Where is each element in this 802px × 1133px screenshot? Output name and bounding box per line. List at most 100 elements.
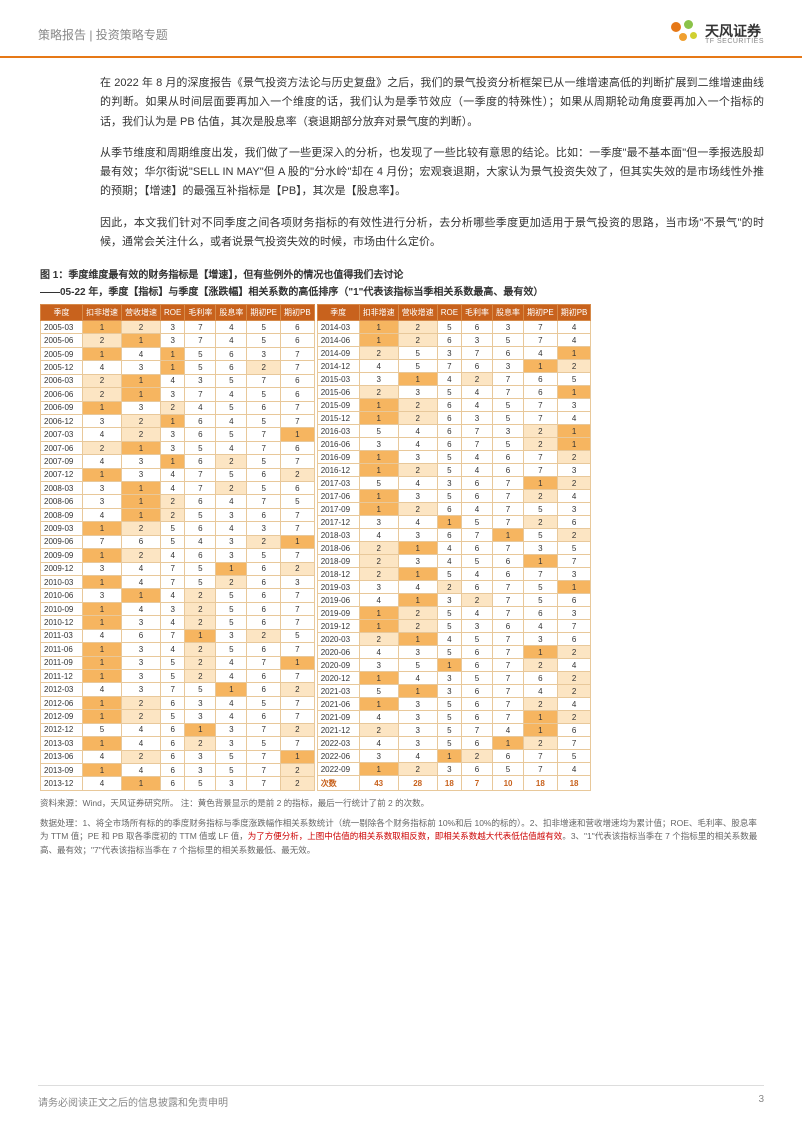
paragraph-1: 在 2022 年 8 月的深度报告《景气投资方法论与历史复盘》之后，我们的景气投… xyxy=(100,74,764,132)
table-row: 2009-031256437 xyxy=(41,522,315,535)
table-row: 2013-124165372 xyxy=(41,777,315,791)
table-row: 2019-064132756 xyxy=(317,594,591,607)
table-row: 2009-123475162 xyxy=(41,562,315,575)
table-row: 2013-064263571 xyxy=(41,750,315,763)
table-row: 2007-034236571 xyxy=(41,428,315,441)
table-row: 2013-031462357 xyxy=(41,737,315,750)
table-header: 毛利率 xyxy=(185,305,216,321)
table-row: 2015-033142765 xyxy=(317,373,591,386)
table-row: 2007-062135476 xyxy=(41,441,315,454)
table-row: 2020-093516724 xyxy=(317,659,591,672)
table-row: 2016-091354672 xyxy=(317,451,591,464)
table-row: 2008-094125367 xyxy=(41,508,315,521)
table-row: 2022-034356127 xyxy=(317,737,591,750)
count-row: 次数4328187101818 xyxy=(317,776,591,791)
figure-subtitle: ——05-22 年，季度【指标】与季度【涨跌幅】相关系数的高低排序（"1"代表该… xyxy=(40,283,764,298)
table-row: 2019-121253647 xyxy=(317,620,591,633)
table-header: 期初PE xyxy=(524,305,558,321)
table-row: 2016-063467521 xyxy=(317,438,591,451)
table-row: 2016-121254673 xyxy=(317,464,591,477)
table-row: 2006-091324567 xyxy=(41,401,315,414)
paragraph-3: 因此，本文我们针对不同季度之间各项财务指标的有效性进行分析，去分析哪些季度更加适… xyxy=(100,214,764,253)
table-header: 股息率 xyxy=(216,305,247,321)
table-row: 2015-091264573 xyxy=(317,399,591,412)
table-header: ROE xyxy=(161,305,185,321)
table-row: 2020-064356712 xyxy=(317,646,591,659)
footer-disclaimer: 请务必阅读正文之后的信息披露和免责申明 xyxy=(38,1094,228,1109)
table-row: 2008-033147256 xyxy=(41,482,315,495)
table-wrapper: 季度扣非增速营收增速ROE毛利率股息率期初PE期初PB 2005-0312374… xyxy=(40,304,764,791)
page-header: 策略报告 | 投资策略专题 天风证券 TF SECURITIES xyxy=(0,0,802,58)
table-row: 2011-091352471 xyxy=(41,656,315,669)
table-row: 2013-091463572 xyxy=(41,763,315,776)
table-row: 2012-091253467 xyxy=(41,710,315,723)
table-header: ROE xyxy=(437,305,461,321)
header-left-text: 策略报告 | 投资策略专题 xyxy=(38,26,168,43)
table-row: 2022-063412675 xyxy=(317,750,591,763)
table-row: 2007-094316257 xyxy=(41,455,315,468)
table-row: 2011-121352467 xyxy=(41,669,315,682)
table-row: 2014-031256374 xyxy=(317,321,591,334)
table-row: 2005-062137456 xyxy=(41,334,315,347)
table-row: 2011-061342567 xyxy=(41,643,315,656)
table-row: 2017-123415726 xyxy=(317,516,591,529)
table-header: 期初PE xyxy=(247,305,281,321)
page-number: 3 xyxy=(758,1094,764,1109)
table-row: 2016-035467321 xyxy=(317,425,591,438)
table-row: 2012-125461372 xyxy=(41,723,315,736)
table-header: 期初PB xyxy=(281,305,315,321)
table-row: 2010-121342567 xyxy=(41,616,315,629)
table-row: 2011-034671325 xyxy=(41,629,315,642)
table-header: 扣非增速 xyxy=(83,305,122,321)
table-header: 期初PB xyxy=(557,305,591,321)
table-header: 季度 xyxy=(317,305,359,321)
logo-icon xyxy=(671,20,699,48)
table-row: 2019-033426751 xyxy=(317,581,591,594)
table-row: 2010-063142567 xyxy=(41,589,315,602)
table-row: 2021-061356724 xyxy=(317,698,591,711)
table-row: 2009-091246357 xyxy=(41,549,315,562)
table-row: 2014-124576312 xyxy=(317,360,591,373)
table-row: 2015-121263574 xyxy=(317,412,591,425)
table-row: 2018-122154673 xyxy=(317,568,591,581)
table-row: 2010-091432567 xyxy=(41,602,315,615)
paragraph-2: 从季节维度和周期维度出发，我们做了一些更深入的分析，也发现了一些比较有意思的结论… xyxy=(100,144,764,202)
table-row: 2006-062137456 xyxy=(41,388,315,401)
body-content: 在 2022 年 8 月的深度报告《景气投资方法论与历史复盘》之后，我们的景气投… xyxy=(0,58,802,857)
table-header: 季度 xyxy=(41,305,83,321)
table-header: 营收增速 xyxy=(122,305,161,321)
table-row: 2018-092345617 xyxy=(317,555,591,568)
table-row: 2022-091236574 xyxy=(317,763,591,776)
data-table-right: 季度扣非增速营收增速ROE毛利率股息率期初PE期初PB 2014-0312563… xyxy=(317,304,592,791)
table-row: 2012-034375162 xyxy=(41,683,315,696)
table-row: 2008-063126475 xyxy=(41,495,315,508)
table-row: 2006-123216457 xyxy=(41,414,315,427)
table-header: 营收增速 xyxy=(398,305,437,321)
table-row: 2005-091415637 xyxy=(41,347,315,360)
table-row: 2017-061356724 xyxy=(317,490,591,503)
table-row: 2018-062146735 xyxy=(317,542,591,555)
source-note-2: 数据处理：1、将全市场所有标的的季度财务指标与季度涨跌幅作相关系数统计（统一剔除… xyxy=(40,817,764,858)
page-footer: 请务必阅读正文之后的信息披露和免责申明 3 xyxy=(38,1085,764,1109)
table-header: 扣非增速 xyxy=(359,305,398,321)
table-row: 2014-061263574 xyxy=(317,334,591,347)
table-row: 2018-034367152 xyxy=(317,529,591,542)
table-row: 2007-121347562 xyxy=(41,468,315,481)
figure-title: 图 1：季度维度最有效的财务指标是【增速】，但有些例外的情况也值得我们去讨论 xyxy=(40,266,764,281)
logo: 天风证券 TF SECURITIES xyxy=(671,20,764,48)
table-row: 2010-031475263 xyxy=(41,576,315,589)
table-row: 2012-061263457 xyxy=(41,696,315,709)
table-row: 2009-067654321 xyxy=(41,535,315,548)
table-row: 2021-122357416 xyxy=(317,724,591,737)
table-row: 2017-035436712 xyxy=(317,477,591,490)
table-header: 毛利率 xyxy=(462,305,493,321)
table-row: 2014-092537641 xyxy=(317,347,591,360)
table-row: 2017-091264753 xyxy=(317,503,591,516)
table-row: 2021-094356712 xyxy=(317,711,591,724)
source-note-1: 资料来源：Wind，天风证券研究所。 注：黄色背景显示的是前 2 的指标，最后一… xyxy=(40,797,764,811)
table-row: 2020-121435762 xyxy=(317,672,591,685)
table-row: 2021-035136742 xyxy=(317,685,591,698)
logo-text: 天风证券 TF SECURITIES xyxy=(705,24,764,45)
table-row: 2019-091254763 xyxy=(317,607,591,620)
table-row: 2015-062354761 xyxy=(317,386,591,399)
